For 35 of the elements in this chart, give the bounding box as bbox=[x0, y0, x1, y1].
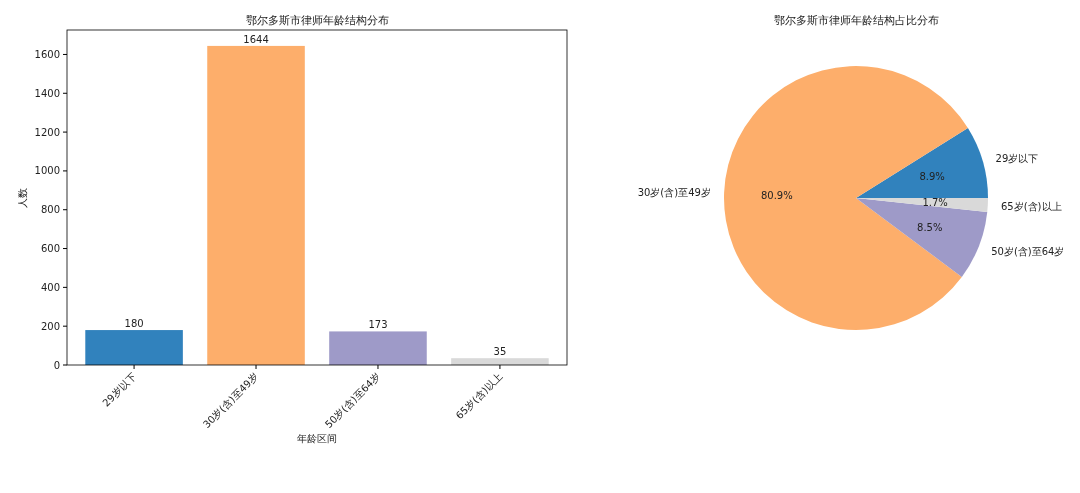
slice-label: 65岁(含)以上 bbox=[1000, 200, 1062, 212]
slice-label: 50岁(含)至64岁 bbox=[991, 246, 1065, 258]
data-label: 8.9% bbox=[919, 171, 945, 183]
y-tick-label: 600 bbox=[40, 243, 60, 255]
pie-slice bbox=[856, 198, 988, 277]
data-label: 173 bbox=[368, 319, 388, 331]
x-tick-label: 29岁以下 bbox=[100, 370, 139, 409]
y-tick-label: 1400 bbox=[34, 87, 60, 99]
slice-label: 29岁以下 bbox=[995, 152, 1039, 164]
y-tick-label: 1200 bbox=[34, 126, 60, 138]
x-axis-title: 年龄区间 bbox=[297, 433, 337, 444]
data-label: 1644 bbox=[243, 33, 269, 45]
y-axis-title: 人数 bbox=[17, 187, 28, 208]
x-tick-label: 65岁(含)以上 bbox=[453, 370, 505, 422]
bar bbox=[207, 45, 305, 365]
x-tick-label: 50岁(含)至64岁 bbox=[322, 370, 383, 431]
y-tick-label: 1000 bbox=[34, 165, 60, 177]
chart-title: 鄂尔多斯市律师年龄结构占比分布 bbox=[773, 14, 939, 27]
chart-title: 鄂尔多斯市律师年龄结构分布 bbox=[245, 14, 389, 27]
bar bbox=[85, 330, 183, 365]
y-tick-label: 200 bbox=[40, 320, 60, 332]
y-tick-label: 1600 bbox=[34, 48, 60, 60]
y-tick-label: 800 bbox=[40, 204, 60, 216]
y-tick-label: 0 bbox=[53, 359, 60, 371]
data-label: 180 bbox=[124, 318, 144, 330]
bar bbox=[329, 331, 427, 365]
data-label: 35 bbox=[493, 346, 507, 358]
y-tick-label: 400 bbox=[40, 281, 60, 293]
pie-slice bbox=[724, 66, 968, 330]
data-label: 8.5% bbox=[917, 221, 943, 233]
x-tick-label: 30岁(含)至49岁 bbox=[200, 370, 261, 431]
data-label: 1.7% bbox=[922, 197, 948, 209]
slice-label: 30岁(含)至49岁 bbox=[637, 187, 711, 199]
pie-slice bbox=[856, 127, 988, 198]
data-label: 80.9% bbox=[760, 189, 793, 201]
